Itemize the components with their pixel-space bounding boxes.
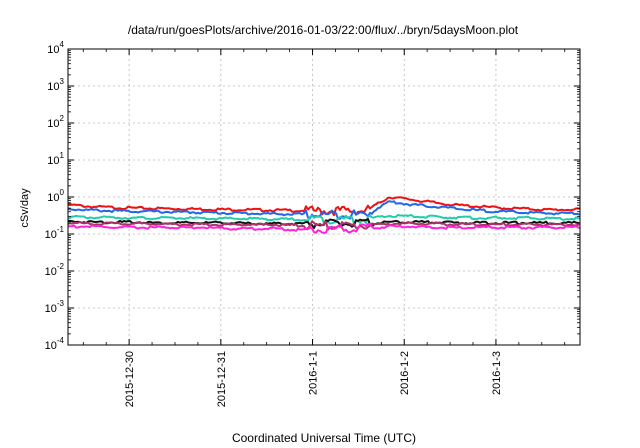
y-tick-exponent: 1 bbox=[60, 151, 65, 160]
y-tick-exponent: 2 bbox=[60, 114, 65, 123]
y-tick-exponent: 4 bbox=[60, 40, 65, 49]
y-tick-base: 10 bbox=[47, 155, 59, 167]
y-tick-exponent: 3 bbox=[60, 77, 65, 86]
grid-lines bbox=[68, 49, 580, 345]
y-tick-exponent: -4 bbox=[57, 336, 65, 345]
data-series-line bbox=[67, 200, 581, 220]
data-series-line bbox=[67, 220, 581, 231]
x-tick-labels: 2015-12-30 2015-12-31 2016-1-1 2016-1-2 2016… bbox=[124, 351, 503, 407]
y-tick-label: 100 bbox=[47, 188, 64, 204]
y-tick-exponent: -2 bbox=[57, 262, 65, 271]
y-tick-exponent: 0 bbox=[60, 188, 65, 197]
y-tick-base: 10 bbox=[47, 118, 59, 130]
data-series-line bbox=[67, 196, 581, 217]
y-tick-base: 10 bbox=[45, 303, 57, 315]
x-axis-label: Coordinated Universal Time (UTC) bbox=[232, 431, 416, 445]
y-tick-base: 10 bbox=[45, 340, 57, 352]
x-tick-label: 2016-1-3 bbox=[491, 351, 503, 395]
chart-title: /data/run/goesPlots/archive/2016-01-03/2… bbox=[128, 23, 519, 37]
y-tick-base: 10 bbox=[45, 266, 57, 278]
y-tick-base: 10 bbox=[47, 81, 59, 93]
y-tick-base: 10 bbox=[47, 44, 59, 56]
y-axis-label: cSv/day bbox=[19, 188, 31, 228]
y-tick-label: 10-1 bbox=[45, 225, 65, 241]
y-tick-label: 10-2 bbox=[45, 262, 65, 278]
y-tick-base: 10 bbox=[47, 192, 59, 204]
axis-ticks bbox=[68, 48, 580, 346]
x-tick-label: 2016-1-2 bbox=[399, 351, 411, 395]
data-series-line bbox=[67, 223, 581, 234]
x-tick-label: 2016-1-1 bbox=[308, 351, 320, 395]
y-tick-label: 104 bbox=[47, 40, 64, 56]
y-tick-exponent: -1 bbox=[57, 225, 65, 234]
y-tick-label: 10-3 bbox=[45, 299, 65, 315]
y-tick-exponent: -3 bbox=[57, 299, 65, 308]
x-tick-label: 2015-12-31 bbox=[216, 351, 228, 407]
y-tick-label: 102 bbox=[47, 114, 64, 130]
x-tick-label: 2015-12-30 bbox=[124, 351, 136, 407]
y-tick-label: 10-4 bbox=[45, 336, 65, 352]
y-tick-label: 101 bbox=[47, 151, 64, 167]
series-layer bbox=[67, 196, 581, 234]
y-tick-label: 103 bbox=[47, 77, 64, 93]
y-tick-base: 10 bbox=[45, 229, 57, 241]
